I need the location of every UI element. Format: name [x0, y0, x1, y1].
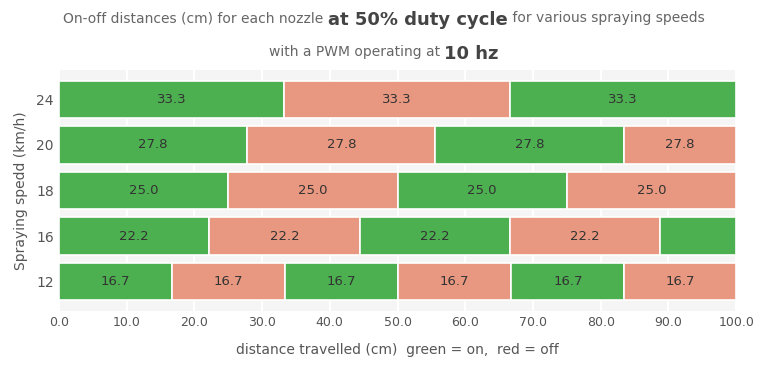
Bar — [510, 81, 737, 118]
Bar — [285, 263, 398, 301]
Bar — [359, 217, 510, 255]
Bar — [435, 126, 624, 164]
Bar — [284, 81, 510, 118]
Bar — [510, 217, 660, 255]
Text: 27.8: 27.8 — [665, 138, 695, 151]
Text: On-off distances (cm) for each nozzle: On-off distances (cm) for each nozzle — [64, 11, 328, 25]
Text: 16.7: 16.7 — [440, 275, 469, 288]
Bar — [59, 126, 247, 164]
Text: with a PWM operating at: with a PWM operating at — [269, 45, 445, 59]
Text: 33.3: 33.3 — [608, 93, 638, 106]
Text: 16.7: 16.7 — [214, 275, 243, 288]
Text: 16.7: 16.7 — [666, 275, 695, 288]
Text: 22.2: 22.2 — [420, 230, 449, 243]
Text: 25.0: 25.0 — [468, 184, 497, 197]
Bar — [59, 217, 209, 255]
Text: for various spraying speeds: for various spraying speeds — [508, 11, 704, 25]
Text: 25.0: 25.0 — [298, 184, 328, 197]
Bar — [624, 126, 737, 164]
Bar — [660, 217, 737, 255]
Text: 25.0: 25.0 — [129, 184, 158, 197]
Bar — [247, 126, 435, 164]
Bar — [59, 81, 284, 118]
Text: 22.2: 22.2 — [571, 230, 600, 243]
Bar — [624, 263, 737, 301]
Text: at 50% duty cycle: at 50% duty cycle — [328, 11, 508, 29]
Y-axis label: Spraying spedd (km/h): Spraying spedd (km/h) — [14, 111, 28, 270]
Bar — [59, 172, 228, 209]
X-axis label: distance travelled (cm)  green = on,  red = off: distance travelled (cm) green = on, red … — [236, 343, 559, 357]
Text: 33.3: 33.3 — [382, 93, 412, 106]
Bar — [398, 172, 567, 209]
Text: 16.7: 16.7 — [101, 275, 130, 288]
Text: 10 hz: 10 hz — [445, 45, 499, 63]
Text: 27.8: 27.8 — [326, 138, 356, 151]
Bar — [172, 263, 285, 301]
Text: 22.2: 22.2 — [119, 230, 149, 243]
Bar — [59, 263, 172, 301]
Text: 16.7: 16.7 — [553, 275, 583, 288]
Bar — [209, 217, 359, 255]
Bar — [228, 172, 398, 209]
Text: 25.0: 25.0 — [637, 184, 667, 197]
Text: 33.3: 33.3 — [157, 93, 187, 106]
Bar — [567, 172, 737, 209]
Text: 22.2: 22.2 — [270, 230, 300, 243]
Text: 27.8: 27.8 — [138, 138, 167, 151]
Bar — [398, 263, 511, 301]
Text: 27.8: 27.8 — [515, 138, 545, 151]
Text: 16.7: 16.7 — [327, 275, 356, 288]
Bar — [511, 263, 624, 301]
